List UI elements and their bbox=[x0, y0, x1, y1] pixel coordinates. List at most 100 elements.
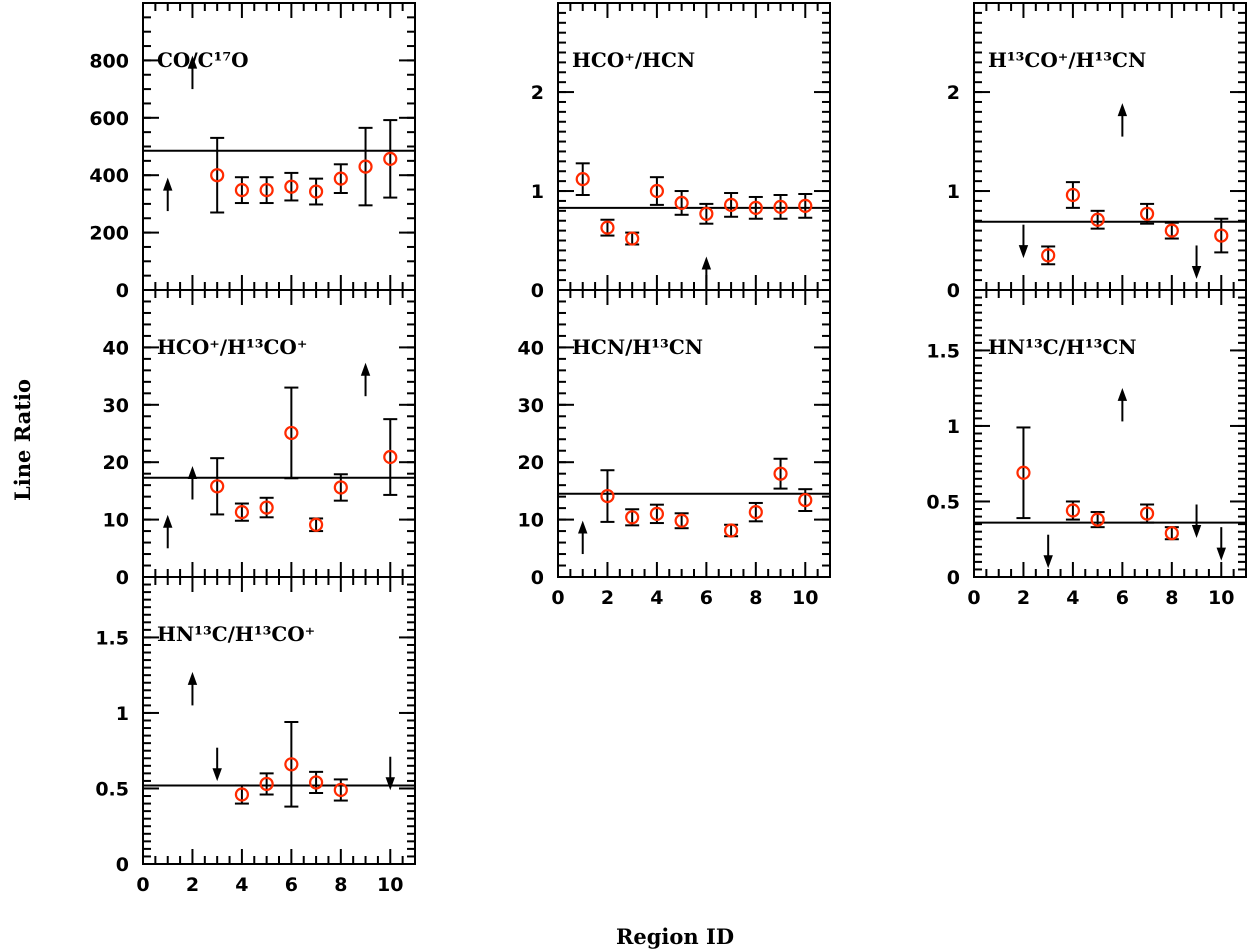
data-point bbox=[674, 195, 689, 211]
panel-hcn-h13cn: 0 2 4 6 8 10 0 10 20 30 40 HCN/H¹³CN bbox=[518, 289, 831, 609]
data-point bbox=[649, 183, 665, 199]
y-tick-label-0p5: 0.5 bbox=[926, 491, 960, 513]
y-tick-label-1p5: 1.5 bbox=[95, 627, 129, 649]
data-point bbox=[234, 787, 250, 802]
data-point bbox=[308, 517, 324, 532]
data-point bbox=[674, 513, 689, 528]
x-tick-label-6: 6 bbox=[700, 587, 713, 609]
y-tick-label-30: 30 bbox=[103, 395, 129, 417]
limit-arrow-up bbox=[360, 362, 371, 397]
panel-frame bbox=[142, 289, 416, 578]
data-point bbox=[1214, 228, 1229, 243]
y-tick-label-30: 30 bbox=[518, 395, 544, 417]
y-tick-label-0: 0 bbox=[116, 280, 129, 302]
data-point bbox=[234, 183, 250, 198]
limit-arrow-head bbox=[1117, 103, 1128, 117]
panel-frame bbox=[142, 576, 416, 865]
data-point bbox=[383, 449, 398, 465]
limit-arrow-head bbox=[1117, 387, 1128, 401]
x-tick-label-0: 0 bbox=[551, 587, 564, 609]
limit-arrow-head bbox=[1018, 245, 1029, 259]
panel-hcop-h13cop: 0 10 20 30 40 HCO⁺/H¹³CO⁺ bbox=[103, 289, 416, 589]
panel-hn13c-h13cop: 0 2 4 6 8 10 0 0.5 1 1.5 HN¹³C/H¹³CO⁺ bbox=[95, 576, 416, 896]
panel-hcop-hcn: 0 1 2 HCO⁺/HCN bbox=[531, 2, 831, 302]
limit-arrow-up bbox=[1117, 103, 1128, 137]
data-point bbox=[1041, 248, 1056, 263]
x-axis-title: Region ID bbox=[616, 924, 734, 949]
x-tick-label-2: 2 bbox=[601, 587, 614, 609]
panel-title: HCO⁺/HCN bbox=[572, 48, 695, 72]
data-point bbox=[1065, 187, 1081, 203]
data-point bbox=[748, 200, 763, 215]
data-point bbox=[234, 505, 250, 520]
data-point bbox=[284, 757, 299, 772]
x-tick-label-10: 10 bbox=[1208, 587, 1234, 609]
limit-arrow-down bbox=[1018, 224, 1029, 259]
limit-arrow-head bbox=[163, 177, 173, 191]
panel-title: CO/C¹⁷O bbox=[157, 48, 249, 72]
panel-h13cop-h13cn: 0 1 2 H¹³CO⁺/H¹³CN bbox=[947, 2, 1247, 302]
data-point bbox=[308, 184, 324, 199]
y-tick-label-10: 10 bbox=[103, 510, 129, 532]
data-point bbox=[1065, 503, 1081, 518]
limit-arrow-head bbox=[1191, 524, 1202, 538]
data-point bbox=[284, 425, 299, 441]
y-tick-label-20: 20 bbox=[518, 452, 544, 474]
limit-arrow-down bbox=[212, 747, 222, 782]
panel-co-c17o: 0 200 400 600 800 CO/C¹⁷O bbox=[89, 2, 416, 302]
y-tick-label-0: 0 bbox=[947, 567, 960, 589]
data-point bbox=[748, 505, 763, 520]
data-point bbox=[210, 168, 225, 183]
limit-arrow-up bbox=[163, 514, 173, 549]
data-point bbox=[284, 179, 299, 194]
limit-arrow-up bbox=[1117, 387, 1128, 422]
data-point bbox=[333, 480, 348, 495]
data-point bbox=[625, 231, 640, 246]
x-tick-label-2: 2 bbox=[1017, 587, 1030, 609]
y-tick-label-2: 2 bbox=[947, 82, 960, 104]
panel-frame bbox=[557, 2, 831, 291]
limit-arrow-down bbox=[1043, 534, 1053, 569]
panel-frame bbox=[142, 2, 416, 291]
x-tick-label-10: 10 bbox=[792, 587, 818, 609]
limit-arrow-up bbox=[187, 55, 198, 90]
limit-arrow-up bbox=[701, 256, 712, 290]
limit-arrow-head bbox=[1191, 265, 1202, 279]
limit-arrow-down bbox=[1216, 527, 1226, 561]
limit-arrow-head bbox=[360, 362, 371, 376]
limit-arrow-down bbox=[385, 756, 395, 791]
x-tick-label-4: 4 bbox=[650, 587, 663, 609]
x-tick-label-8: 8 bbox=[749, 587, 762, 609]
limit-arrow-head bbox=[187, 55, 198, 69]
data-point bbox=[600, 220, 615, 235]
limit-arrow-up bbox=[187, 466, 198, 500]
data-point bbox=[1090, 512, 1105, 527]
data-point bbox=[333, 171, 348, 186]
data-point bbox=[649, 506, 665, 521]
x-tick-label-4: 4 bbox=[235, 874, 248, 896]
data-point bbox=[723, 197, 739, 212]
x-tick-label-2: 2 bbox=[186, 874, 199, 896]
y-tick-label-1: 1 bbox=[116, 703, 129, 725]
limit-arrow-head bbox=[1043, 555, 1053, 569]
data-point bbox=[1164, 223, 1179, 238]
x-tick-label-8: 8 bbox=[1165, 587, 1178, 609]
y-tick-label-0: 0 bbox=[947, 280, 960, 302]
data-point bbox=[798, 492, 813, 508]
y-tick-label-1: 1 bbox=[947, 416, 960, 438]
data-point bbox=[1016, 465, 1031, 480]
data-point bbox=[259, 776, 274, 792]
x-tick-label-4: 4 bbox=[1066, 587, 1079, 609]
panel-title: H¹³CO⁺/H¹³CN bbox=[988, 48, 1146, 72]
y-tick-label-0: 0 bbox=[116, 854, 129, 876]
x-tick-label-0: 0 bbox=[136, 874, 149, 896]
data-point bbox=[259, 183, 274, 198]
data-point bbox=[773, 466, 788, 481]
panel-title: HCN/H¹³CN bbox=[572, 335, 703, 359]
panel-title: HN¹³C/H¹³CO⁺ bbox=[157, 622, 315, 646]
y-tick-label-0: 0 bbox=[116, 567, 129, 589]
limit-arrow-head bbox=[187, 671, 198, 685]
limit-arrow-head bbox=[163, 514, 173, 528]
